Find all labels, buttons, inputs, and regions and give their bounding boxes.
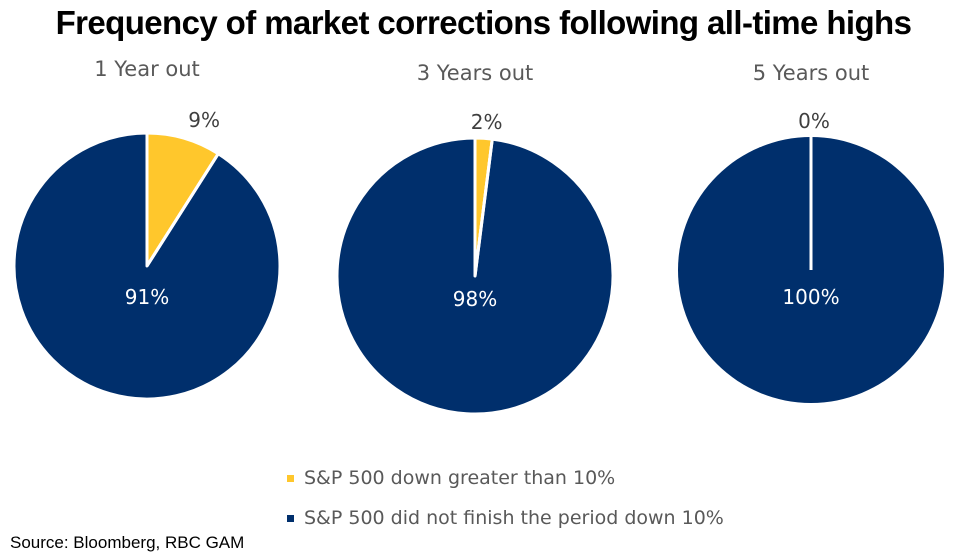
pie-title: 5 Years out [753, 61, 870, 85]
data-label-down: 9% [188, 108, 220, 132]
legend-label: S&P 500 did not finish the period down 1… [304, 507, 724, 529]
pie-title: 3 Years out [417, 61, 534, 85]
legend: S&P 500 down greater than 10% S&P 500 di… [287, 458, 724, 538]
data-label-down: 0% [798, 109, 830, 133]
legend-marker-navy-icon [287, 514, 294, 522]
chart-title: Frequency of market corrections followin… [55, 4, 912, 41]
data-label-not-down: 91% [125, 285, 169, 309]
pie-5-years: 5 Years out 0% 100% [678, 61, 944, 403]
pie-3-years: 3 Years out 2% 98% [335, 61, 615, 416]
slice-separator [145, 152, 220, 267]
legend-label: S&P 500 down greater than 10% [304, 467, 616, 489]
legend-marker-yellow-icon [287, 474, 294, 482]
pie-1-year: 1 Year out 9% 91% [12, 57, 282, 401]
data-label-down: 2% [471, 110, 503, 134]
data-label-not-down: 98% [453, 287, 497, 311]
legend-item-not-down: S&P 500 did not finish the period down 1… [287, 498, 724, 538]
source-note: Source: Bloomberg, RBC GAM [10, 533, 245, 552]
slice-separator [473, 138, 494, 277]
legend-item-down: S&P 500 down greater than 10% [287, 458, 724, 498]
data-label-not-down: 100% [782, 285, 839, 309]
pie-title: 1 Year out [94, 57, 200, 81]
